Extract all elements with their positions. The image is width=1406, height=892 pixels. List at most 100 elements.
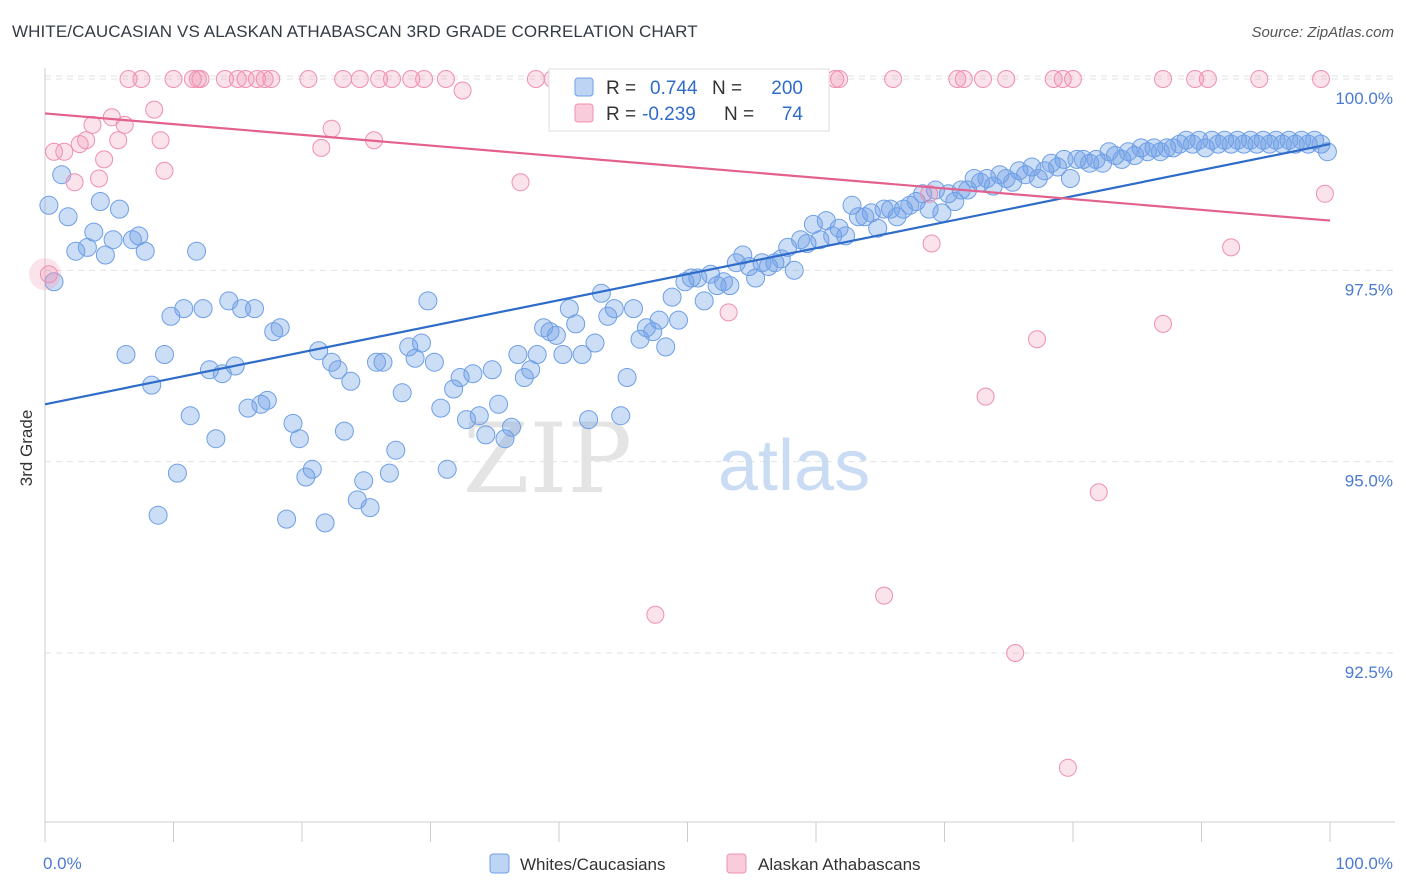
point-whites-66	[469, 406, 489, 426]
point-whites-84	[585, 333, 605, 353]
point-whites-156	[1048, 157, 1068, 177]
point-athabascan-5	[77, 131, 96, 150]
point-whites-14	[135, 241, 155, 261]
point-athabascan-70	[1154, 314, 1172, 333]
point-athabascan-40	[526, 70, 545, 88]
point-athabascan-38	[453, 81, 472, 100]
point-whites-52	[379, 463, 399, 483]
legend-label-whites: Whites/Caucasians	[520, 855, 666, 874]
point-athabascan-24	[248, 70, 266, 88]
point-whites-63	[450, 368, 470, 387]
point-whites-173	[1157, 138, 1177, 158]
point-whites-125	[848, 207, 868, 227]
point-whites-152	[1022, 157, 1042, 177]
y-axis-label: 3rd Grade	[17, 410, 36, 487]
point-whites-130	[881, 199, 900, 219]
point-whites-87	[604, 299, 624, 319]
point-whites-75	[527, 345, 547, 364]
chart-title: WHITE/CAUCASIAN VS ALASKAN ATHABASCAN 3R…	[12, 22, 698, 41]
point-whites-71	[502, 417, 521, 437]
point-athabascan-63	[1028, 330, 1046, 349]
axes	[44, 68, 1395, 842]
point-whites-154	[1035, 161, 1055, 181]
point-whites-93	[643, 322, 663, 342]
point-athabascan-60	[976, 387, 995, 406]
point-whites-31	[245, 299, 264, 319]
point-athabascan-65	[1053, 70, 1072, 88]
point-whites-19	[167, 463, 187, 483]
watermark-zip: ZIP	[463, 403, 632, 515]
stats-blue-n-value: 200	[771, 78, 803, 99]
point-athabascan-74	[1250, 70, 1269, 88]
point-whites-82	[572, 345, 592, 364]
point-whites-17	[155, 345, 174, 364]
point-athabascan-68	[1089, 483, 1108, 502]
point-whites-33	[257, 390, 277, 410]
point-whites-83	[579, 410, 599, 430]
point-athabascan-66	[1064, 70, 1082, 88]
y-tick-label-3: 100.0%	[1335, 89, 1393, 108]
point-whites-73	[514, 368, 534, 387]
point-athabascan-1	[45, 142, 63, 161]
stats-box-frame	[548, 68, 830, 132]
watermark: ZIP atlas	[463, 403, 870, 515]
point-whites-178	[1189, 130, 1209, 150]
point-whites-116	[791, 230, 811, 250]
point-whites-46	[341, 371, 361, 391]
stats-blue-swatch	[574, 77, 594, 97]
point-athabascan-75	[1312, 70, 1330, 88]
point-athabascan-59	[974, 70, 992, 88]
point-athabascan-54	[884, 70, 903, 88]
point-whites-104	[714, 272, 733, 292]
stats-blue-r-label: R =	[606, 78, 636, 99]
point-whites-96	[662, 287, 682, 307]
point-whites-21	[180, 406, 200, 426]
point-whites-151	[1016, 165, 1035, 185]
point-athabascan-13	[132, 70, 151, 88]
point-whites-36	[277, 509, 297, 529]
point-athabascan-72	[1198, 70, 1217, 88]
y-tick-label-1: 95.0%	[1345, 472, 1393, 491]
point-whites-3	[58, 207, 78, 227]
point-athabascan-15	[151, 131, 170, 150]
point-whites-78	[546, 325, 566, 345]
point-whites-153	[1028, 169, 1048, 188]
point-whites-16	[148, 505, 168, 525]
point-whites-55	[399, 337, 419, 357]
point-athabascan-45	[646, 605, 665, 624]
point-athabascan-58	[954, 70, 973, 88]
stats-box: R = 0.744 N = 200 R = -0.239 N = 74	[548, 68, 830, 132]
point-athabascan-57	[948, 70, 967, 88]
point-whites-4	[66, 241, 86, 261]
point-whites-115	[784, 260, 804, 280]
point-athabascan-17	[164, 70, 183, 88]
point-whites-50	[367, 352, 386, 372]
legend-swatch-athabascans	[726, 853, 747, 874]
point-athabascan-67	[1058, 758, 1077, 777]
point-whites-70	[495, 429, 515, 449]
point-athabascan-25	[255, 70, 274, 88]
point-whites-35	[270, 318, 290, 338]
point-athabascan-48	[719, 303, 738, 322]
stats-pink-n-label: N =	[724, 104, 754, 125]
point-whites-59	[424, 352, 444, 372]
point-athabascan-2	[55, 142, 74, 161]
point-athabascan-12	[119, 70, 138, 88]
y-tick-label-2: 97.5%	[1345, 280, 1393, 299]
stats-pink-r-label: R =	[606, 104, 636, 125]
point-athabascan-77	[875, 586, 894, 605]
point-athabascan-61	[997, 70, 1016, 88]
point-whites-44	[328, 360, 348, 380]
trend-line-whites	[44, 142, 1331, 406]
point-athabascan-0	[39, 265, 58, 284]
point-whites-67	[476, 425, 496, 445]
point-whites-49	[360, 498, 380, 518]
point-athabascan-53	[830, 70, 849, 88]
point-athabascan-73	[1222, 238, 1241, 257]
point-whites-179	[1195, 138, 1215, 158]
point-whites-136	[919, 199, 939, 219]
x-tick-label-0: 0.0%	[43, 854, 82, 873]
stats-pink-swatch	[574, 103, 594, 123]
point-whites-97	[669, 310, 688, 330]
